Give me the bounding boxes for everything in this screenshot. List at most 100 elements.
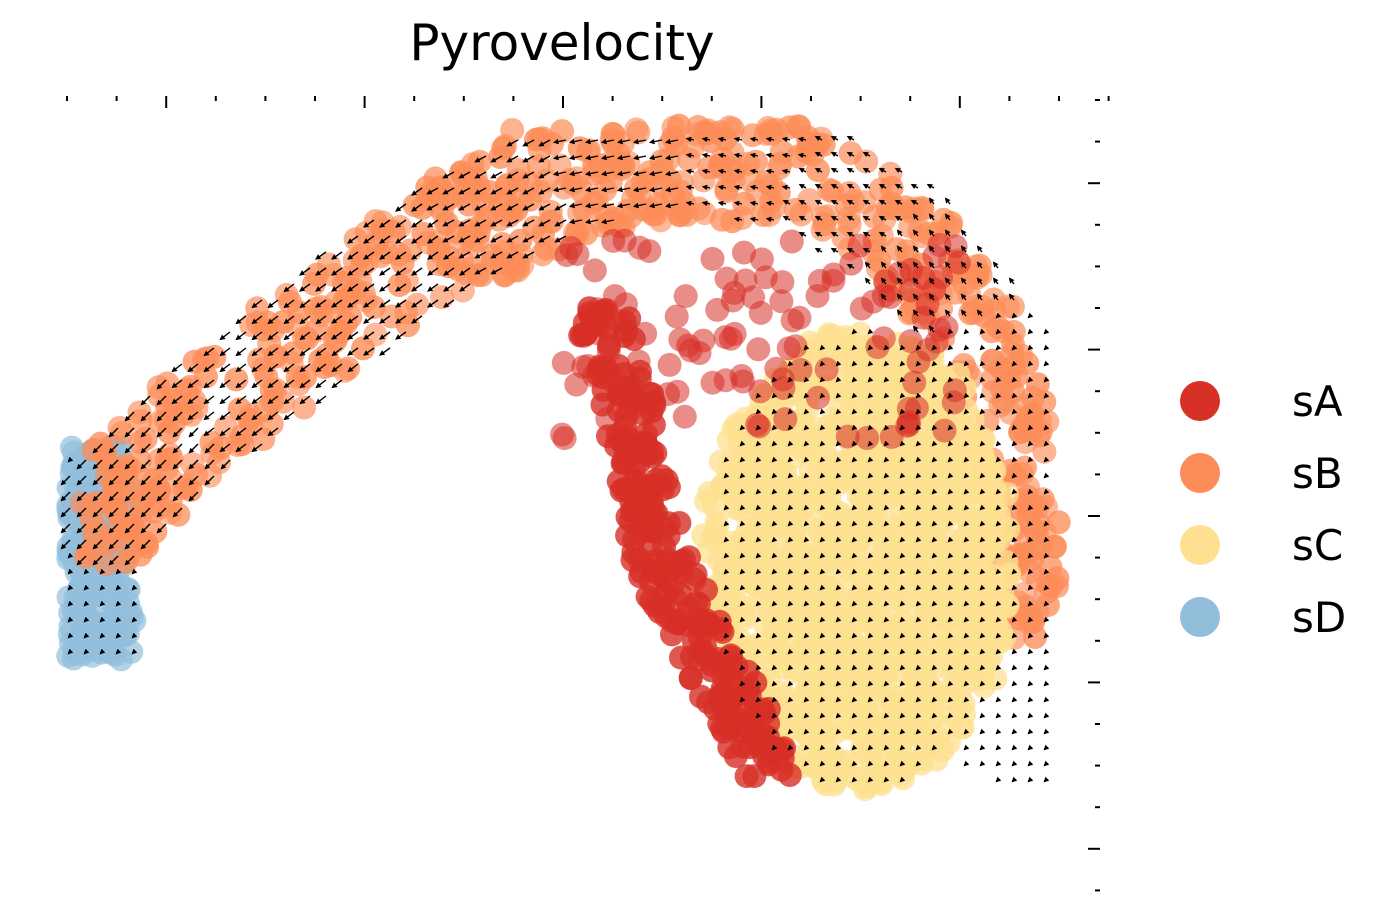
data-point (769, 620, 794, 645)
velocity-arrow (99, 584, 106, 591)
velocity-arrow (803, 472, 810, 479)
velocity-arrow (490, 187, 503, 195)
velocity-arrow (835, 440, 842, 447)
velocity-arrow (347, 251, 359, 260)
velocity-arrow (803, 744, 810, 751)
velocity-arrow (115, 616, 122, 623)
velocity-arrow (172, 411, 183, 422)
data-point (261, 318, 286, 343)
velocity-arrow (814, 215, 823, 222)
velocity-arrow (787, 584, 794, 591)
velocity-arrow (67, 632, 74, 639)
velocity-arrow (755, 696, 762, 703)
data-point (877, 447, 902, 472)
velocity-arrow (522, 219, 535, 227)
velocity-arrow (506, 187, 519, 195)
velocity-arrow (299, 379, 311, 389)
velocity-arrow (283, 395, 295, 405)
data-point (840, 390, 865, 414)
velocity-arrow (347, 267, 359, 276)
data-point (697, 481, 722, 506)
velocity-arrow (99, 568, 106, 575)
velocity-arrow (803, 664, 810, 671)
data-point (837, 212, 862, 237)
velocity-arrow (331, 283, 343, 292)
velocity-arrow (172, 507, 183, 518)
velocity-arrow (538, 155, 551, 163)
velocity-arrow (648, 170, 663, 177)
velocity-arrow (701, 168, 711, 175)
data-point (769, 757, 794, 782)
data-point (756, 725, 781, 750)
velocity-arrow (771, 600, 778, 607)
data-point (571, 324, 596, 348)
velocity-arrow (235, 363, 247, 373)
data-point (118, 540, 143, 565)
velocity-arrow (616, 170, 631, 177)
velocity-arrow (787, 744, 794, 751)
velocity-arrow (427, 219, 439, 228)
data-point (694, 577, 718, 602)
data-point (835, 424, 860, 449)
velocity-arrow (267, 411, 279, 421)
velocity-arrow (283, 283, 295, 293)
data-point (922, 277, 947, 302)
velocity-arrow (771, 408, 778, 415)
velocity-arrow (600, 154, 615, 161)
velocity-arrow (235, 379, 247, 389)
data-point (286, 372, 311, 397)
velocity-arrow (979, 392, 986, 399)
velocity-arrow (771, 552, 778, 559)
velocity-arrow (979, 712, 986, 719)
velocity-arrow (67, 600, 74, 607)
data-point (626, 349, 651, 374)
velocity-arrow (733, 200, 743, 207)
data-point (292, 395, 316, 420)
velocity-arrow (251, 379, 263, 389)
velocity-arrow (755, 552, 762, 559)
velocity-arrow (490, 171, 503, 179)
velocity-arrow (442, 203, 455, 211)
velocity-arrow (76, 459, 87, 470)
velocity-arrow (739, 584, 746, 591)
data-point (450, 278, 475, 303)
velocity-arrow (798, 199, 807, 206)
velocity-arrow (140, 427, 151, 438)
velocity-arrow (846, 167, 855, 174)
velocity-arrow (584, 170, 599, 177)
data-point (295, 326, 320, 351)
velocity-arrow (1011, 728, 1018, 735)
velocity-arrow (749, 216, 759, 223)
data-point (731, 369, 755, 394)
velocity-arrow (846, 135, 855, 142)
data-point (839, 251, 864, 276)
velocity-arrow (717, 200, 727, 207)
data-point (922, 244, 947, 269)
velocity-arrow (803, 360, 810, 367)
velocity-arrow (251, 443, 263, 453)
velocity-arrow (1027, 760, 1034, 767)
data-point (925, 725, 950, 750)
velocity-arrow (187, 379, 199, 389)
velocity-arrow (1027, 744, 1034, 751)
velocity-arrow (76, 539, 87, 550)
velocity-arrow (1043, 744, 1050, 751)
data-point (585, 297, 610, 322)
velocity-arrow (771, 616, 778, 623)
velocity-arrow (771, 648, 778, 655)
data-point (769, 289, 794, 314)
velocity-arrow (765, 200, 775, 207)
velocity-arrow (926, 183, 935, 190)
data-point (873, 533, 898, 558)
velocity-arrow (798, 167, 807, 174)
data-point (225, 433, 250, 457)
velocity-arrow (755, 632, 762, 639)
velocity-arrow (156, 459, 167, 470)
velocity-arrow (814, 151, 823, 158)
velocity-arrow (979, 344, 986, 351)
velocity-arrow (76, 491, 87, 502)
data-point (926, 445, 951, 470)
velocity-arrow (803, 680, 810, 687)
velocity-arrow (131, 568, 138, 575)
velocity-arrow (315, 267, 327, 276)
